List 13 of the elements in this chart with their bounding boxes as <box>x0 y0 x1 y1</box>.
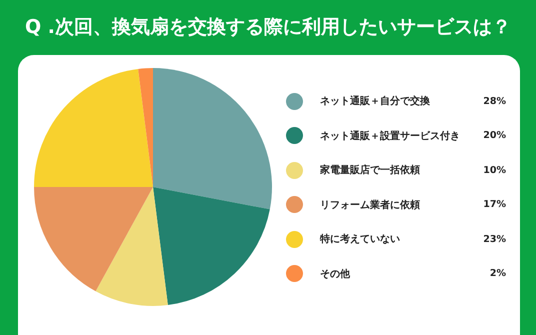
legend-label: 特に考えていない <box>320 232 401 246</box>
data-label: 28% <box>482 96 506 107</box>
legend-label: ネット通販＋自分で交換 <box>320 94 431 108</box>
data-label: 17% <box>482 199 506 210</box>
data-label: 2% <box>488 268 506 280</box>
legend-label: 家電量販店で一括依頼 <box>320 163 421 178</box>
data-label: 20% <box>482 130 506 142</box>
data-label: 10% <box>482 164 506 176</box>
legend-label: リフォーム業者に依頼 <box>320 198 421 212</box>
chart-title: Q .次回、換気扇を交換する際に利用したいサービスは？ <box>24 15 512 40</box>
legend-label: その他 <box>320 268 351 281</box>
data-label: 23% <box>482 234 506 245</box>
legend-label: ネット通販＋設置サービス付き <box>320 130 461 143</box>
